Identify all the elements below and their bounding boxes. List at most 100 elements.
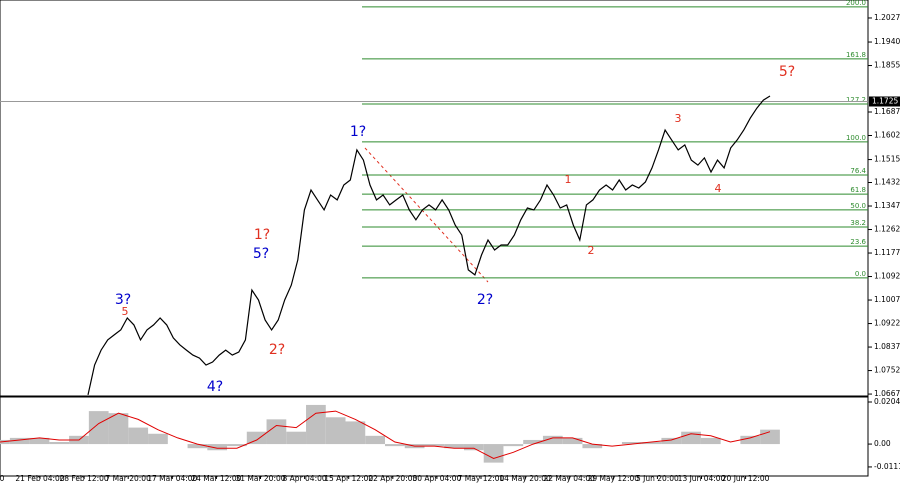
macd-bar	[207, 444, 228, 451]
y-tick-label: 1.1262	[874, 225, 900, 234]
macd-bar	[128, 427, 149, 445]
last-price-label: 1.1725	[872, 96, 898, 105]
macd-bar	[621, 442, 642, 445]
y-tick-label: 1.0752	[874, 366, 900, 375]
macd-bar	[503, 444, 524, 447]
macd-bar	[542, 435, 563, 445]
wave-label: 5	[122, 305, 129, 318]
x-tick-label: 22 Apr 20:00	[368, 474, 417, 483]
macd-y-tick-label: -0.0111	[874, 462, 900, 471]
main-panel	[0, 0, 869, 397]
macd-bar	[325, 417, 346, 445]
x-tick-label: 8 Apr 04:00	[283, 474, 327, 483]
fib-trend-line	[364, 147, 489, 283]
x-tick-label: 0:00	[0, 474, 5, 483]
fib-label: 0.0	[855, 270, 866, 278]
x-tick-label: 22 May 04:00	[543, 474, 595, 483]
y-tick-label: 1.1515	[874, 155, 900, 164]
y-tick-label: 1.0837	[874, 342, 900, 351]
fib-label: 61.8	[850, 186, 866, 194]
y-tick-label: 1.1687	[874, 107, 900, 116]
macd-bar	[661, 437, 682, 445]
x-tick-label: 5 Jun 20:00	[636, 474, 679, 483]
fib-label: 200.0	[846, 0, 866, 7]
x-tick-label: 15 Apr 12:00	[324, 474, 373, 483]
macd-y-tick-label: 0.00	[874, 439, 891, 448]
wave-label: 4	[715, 182, 722, 195]
x-tick-label: 28 Feb 12:00	[59, 474, 108, 483]
macd-bar	[345, 421, 366, 445]
last-price-box	[869, 96, 900, 107]
y-tick-label: 1.0667	[874, 389, 900, 398]
macd-bar	[246, 431, 267, 445]
y-tick-label: 1.2027	[874, 13, 900, 22]
x-tick-label: 14 May 20:00	[499, 474, 551, 483]
wave-label: 2?	[269, 342, 285, 358]
macd-bar	[148, 433, 168, 445]
wave-label: 5?	[779, 64, 795, 80]
fib-label: 38.2	[850, 219, 866, 227]
y-tick-label: 1.1855	[874, 61, 900, 70]
macd-bar	[424, 444, 445, 447]
fib-label: 100.0	[846, 134, 866, 142]
y-tick-label: 1.1007	[874, 295, 900, 304]
x-tick-label: 31 Mar 20:00	[235, 474, 285, 483]
macd-bar	[641, 442, 662, 445]
fib-label: 50.0	[850, 202, 866, 210]
wave-label: 1?	[254, 227, 270, 243]
macd-bar	[463, 444, 484, 451]
fib-label: 127.2	[846, 96, 866, 104]
x-tick-label: 21 Feb 04:00	[15, 474, 64, 483]
price-line	[87, 95, 771, 396]
wave-label: 1?	[350, 124, 366, 140]
macd-bar	[385, 444, 405, 447]
macd-bar	[562, 437, 583, 445]
y-tick-label: 1.1347	[874, 201, 900, 210]
fib-label: 161.8	[846, 51, 866, 59]
y-tick-label: 1.1432	[874, 178, 900, 187]
x-tick-label: 13 Jun 04:00	[678, 474, 726, 483]
wave-label: 5?	[253, 246, 269, 262]
x-tick-label: 17 Mar 04:00	[147, 474, 197, 483]
macd-bar	[108, 413, 129, 445]
y-tick-label: 1.1177	[874, 248, 900, 257]
macd-bar	[582, 444, 603, 449]
macd-bar	[306, 404, 326, 445]
macd-bar	[266, 419, 287, 445]
macd-bar	[187, 444, 208, 449]
macd-bar	[9, 437, 30, 445]
macd-bar	[88, 411, 109, 445]
macd-bar	[227, 444, 247, 447]
y-tick-label: 1.1092	[874, 272, 900, 281]
macd-bar	[0, 439, 10, 445]
y-tick-label: 1.0922	[874, 319, 900, 328]
x-tick-label: 7 May 12:00	[458, 474, 505, 483]
wave-label: 2?	[477, 292, 493, 308]
macd-bar	[365, 435, 385, 445]
macd-bar	[700, 437, 721, 445]
wave-label: 1	[565, 173, 572, 186]
macd-y-tick-label: 0.02042	[874, 397, 900, 406]
macd-bar	[444, 444, 464, 449]
macd-bar	[483, 444, 504, 463]
wave-label: 2	[588, 244, 595, 257]
y-tick-label: 1.1940	[874, 37, 900, 46]
macd-bar	[286, 431, 307, 445]
macd-bar	[49, 442, 70, 445]
macd-signal	[0, 410, 771, 460]
x-tick-label: 20 Jun 12:00	[722, 474, 770, 483]
macd-bar	[523, 439, 543, 445]
macd-bar	[740, 435, 761, 445]
y-tick-label: 1.1602	[874, 131, 900, 140]
wave-label: 3	[675, 112, 682, 125]
wave-label: 4?	[207, 379, 223, 395]
macd-bar	[29, 437, 50, 445]
x-tick-label: 30 Apr 04:00	[412, 474, 461, 483]
fib-label: 76.4	[850, 167, 866, 175]
x-tick-label: 24 Mar 12:00	[191, 474, 241, 483]
fib-label: 23.6	[850, 238, 866, 246]
wave-label: 3?	[115, 292, 131, 308]
x-tick-label: 7 Mar 20:00	[106, 474, 152, 483]
x-tick-label: 29 May 12:00	[588, 474, 640, 483]
